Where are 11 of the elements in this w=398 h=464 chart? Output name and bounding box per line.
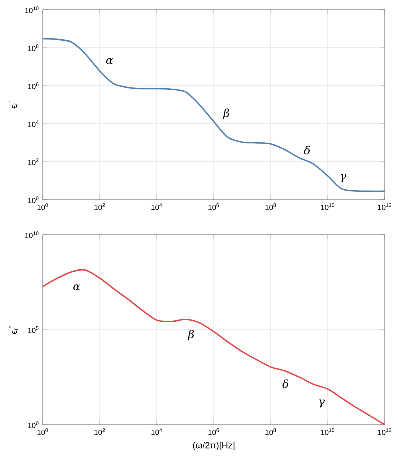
line-series [42, 269, 386, 426]
annotation: γ [320, 400, 325, 408]
annotation: β [188, 330, 194, 341]
annotation: γ [341, 174, 347, 182]
annotation: β [223, 108, 230, 120]
annotation: δ [282, 380, 289, 388]
line-series [42, 38, 386, 192]
x-axis-title: (ω/2π)[Hz] [193, 442, 235, 450]
annotation: α [106, 58, 114, 64]
annotation: α [74, 284, 80, 291]
annotation: δ [304, 146, 310, 155]
